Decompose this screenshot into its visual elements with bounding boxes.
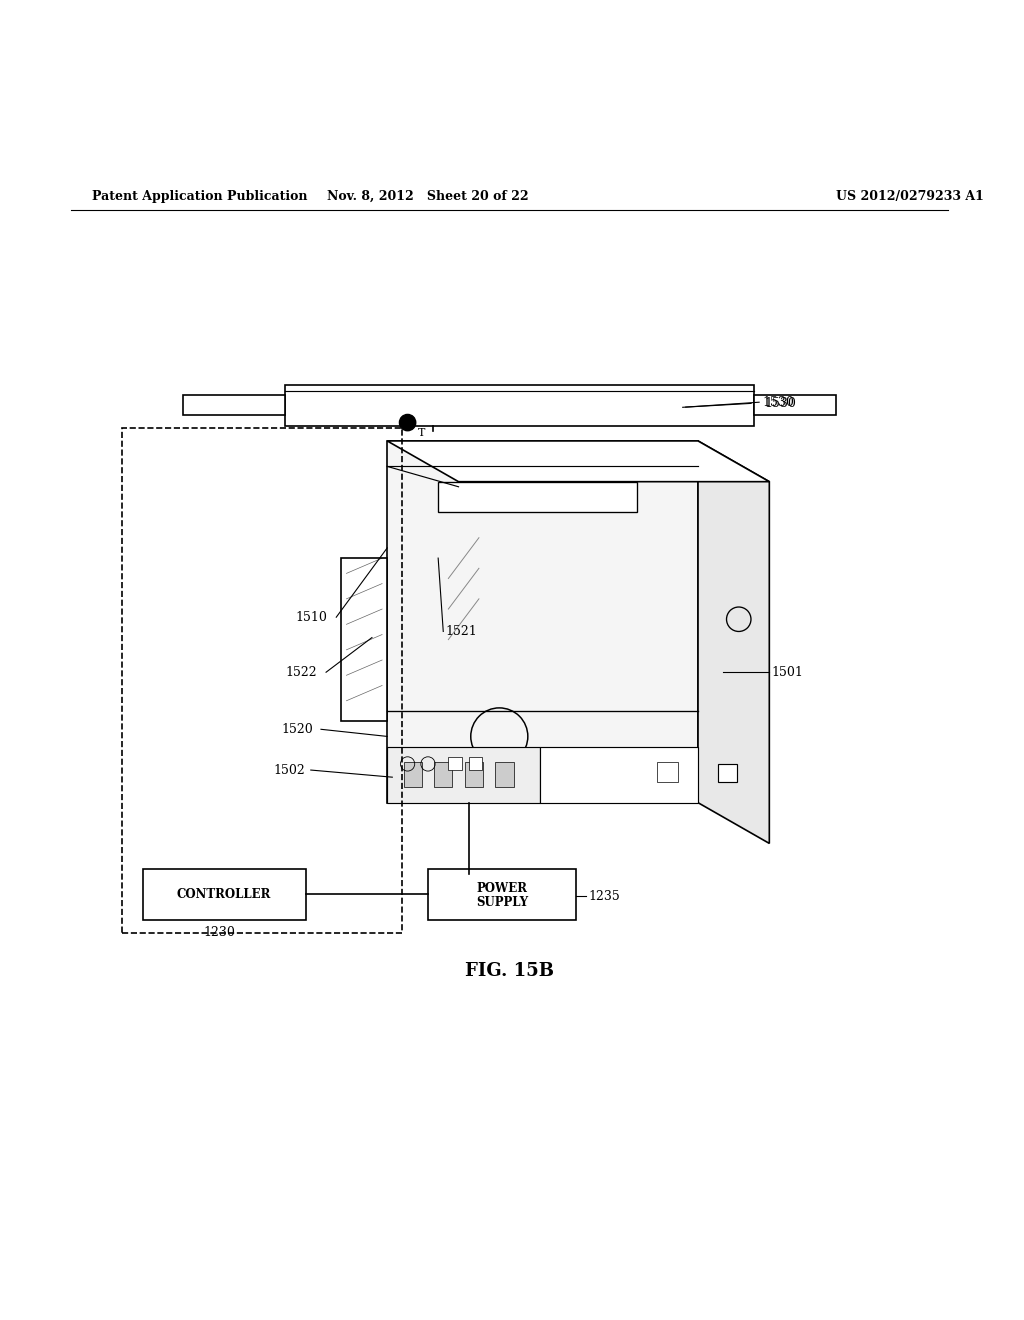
Bar <box>449 756 462 770</box>
Text: CONTROLLER: CONTROLLER <box>177 888 271 900</box>
Text: 1510: 1510 <box>296 611 328 624</box>
Text: 1230: 1230 <box>203 925 236 939</box>
Bar <box>540 747 698 803</box>
Bar <box>387 747 540 803</box>
Text: 1522: 1522 <box>286 665 317 678</box>
Bar <box>438 482 637 512</box>
Text: US 2012/0279233 A1: US 2012/0279233 A1 <box>836 190 983 203</box>
Bar <box>754 395 836 416</box>
Bar <box>719 764 736 783</box>
Bar <box>434 762 453 787</box>
Text: 1502: 1502 <box>273 763 305 776</box>
Text: 1520: 1520 <box>282 723 313 735</box>
Text: SUPPLY: SUPPLY <box>476 896 528 909</box>
Bar <box>657 762 678 783</box>
Bar <box>286 385 754 425</box>
Bar <box>428 869 575 920</box>
Text: 1501: 1501 <box>771 665 803 678</box>
Text: Patent Application Publication: Patent Application Publication <box>92 190 307 203</box>
Bar <box>403 762 422 787</box>
Bar <box>122 428 402 933</box>
Text: T: T <box>418 428 425 438</box>
Bar <box>183 395 286 416</box>
Polygon shape <box>698 441 769 843</box>
Bar <box>142 869 306 920</box>
Text: Nov. 8, 2012   Sheet 20 of 22: Nov. 8, 2012 Sheet 20 of 22 <box>327 190 528 203</box>
Circle shape <box>399 414 416 430</box>
Polygon shape <box>387 441 769 482</box>
Bar <box>341 558 387 721</box>
Bar <box>496 762 514 787</box>
Text: 1530: 1530 <box>762 396 794 409</box>
Bar <box>387 441 698 803</box>
Bar <box>484 766 510 791</box>
Text: FIG. 15B: FIG. 15B <box>465 962 554 979</box>
Text: 1521: 1521 <box>445 624 477 638</box>
Text: 1530: 1530 <box>764 397 796 409</box>
Bar <box>469 756 482 770</box>
Bar <box>465 762 483 787</box>
Text: 1235: 1235 <box>588 890 620 903</box>
Text: POWER: POWER <box>476 882 527 895</box>
